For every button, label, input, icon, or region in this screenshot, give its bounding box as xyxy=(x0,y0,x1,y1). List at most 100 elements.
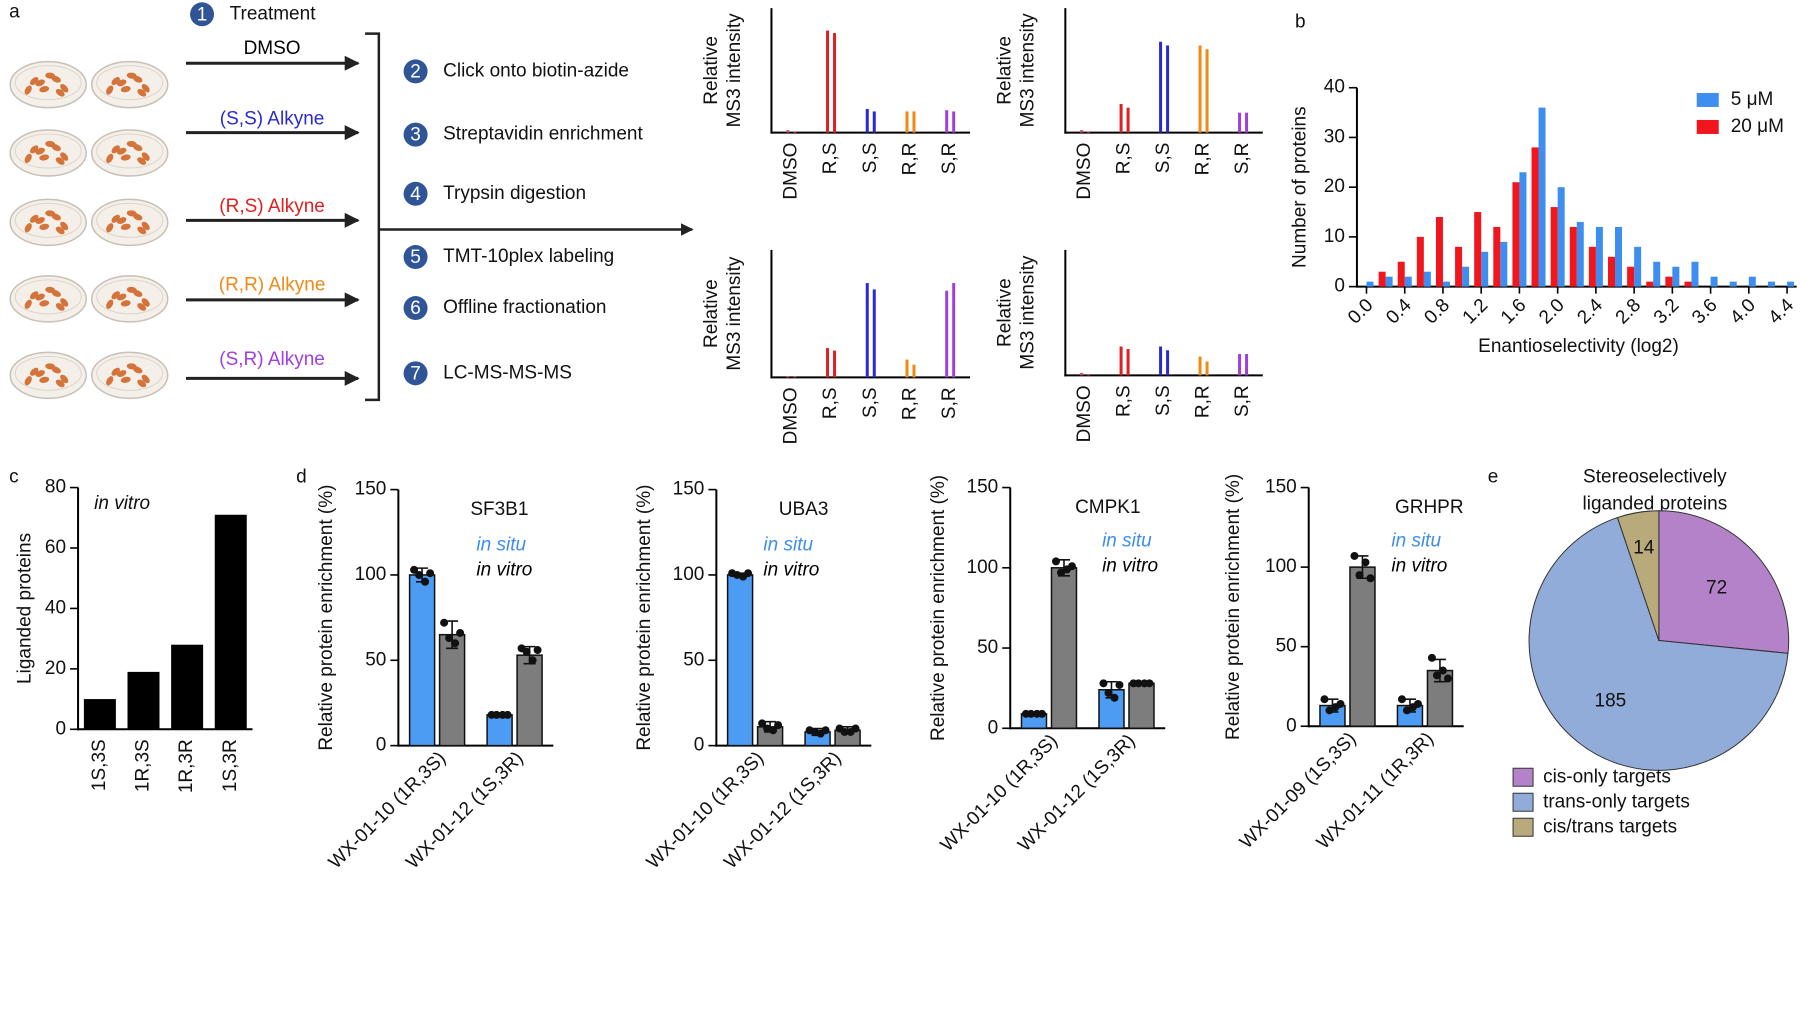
petri-dish-rim xyxy=(96,202,164,238)
cell xyxy=(116,293,127,301)
cell xyxy=(55,157,65,165)
annotation: in vitro xyxy=(94,493,150,514)
cell xyxy=(116,79,127,87)
bar xyxy=(1493,226,1501,287)
petri-dish-rim xyxy=(96,133,164,169)
x-tick-label: 4.4 xyxy=(1765,295,1799,329)
bar xyxy=(1710,276,1718,287)
cell xyxy=(126,140,137,148)
y-axis-label: Liganded proteins xyxy=(14,533,35,684)
y-axis-label: Relative protein enrichment (%) xyxy=(316,485,337,751)
petri-dish xyxy=(90,129,169,177)
step-badge xyxy=(403,296,428,321)
y-tick-label: 0 xyxy=(694,735,705,756)
replicate-point xyxy=(1067,562,1076,571)
cell xyxy=(35,217,45,224)
replicate-point xyxy=(774,721,783,730)
cell xyxy=(120,300,131,307)
x-tick-label: R,R xyxy=(1193,143,1214,176)
cell xyxy=(120,154,131,161)
bar xyxy=(1128,682,1155,730)
y-tick-label: 80 xyxy=(45,477,66,498)
bar xyxy=(912,364,916,378)
x-tick-label: DMSO xyxy=(780,387,801,444)
bar xyxy=(952,111,956,133)
replicate-point xyxy=(1366,574,1375,583)
petri-dish-rim xyxy=(96,65,164,101)
y-tick-label: 150 xyxy=(673,479,705,500)
replicate-point xyxy=(1026,709,1035,718)
bar xyxy=(1595,226,1603,287)
bar xyxy=(905,111,909,133)
y-tick-label: 150 xyxy=(355,479,387,500)
bar xyxy=(1665,276,1673,287)
bar xyxy=(1481,251,1489,287)
x-tick-label: 1R,3S xyxy=(133,739,154,792)
y-tick-label: 50 xyxy=(683,649,704,670)
slice-label: 185 xyxy=(1595,691,1627,712)
bar xyxy=(1238,112,1242,133)
cell xyxy=(39,376,50,383)
cell xyxy=(137,88,147,97)
y-tick-label: 50 xyxy=(1276,636,1297,657)
step-label: Streptavidin enrichment xyxy=(443,124,643,145)
x-tick-label: S,S xyxy=(1153,385,1174,416)
bar xyxy=(1512,182,1520,287)
cell xyxy=(35,79,45,87)
bar xyxy=(1767,281,1775,287)
bar xyxy=(1166,350,1170,376)
bar xyxy=(1378,271,1386,287)
x-tick-label: S,R xyxy=(939,143,960,175)
replicate-point xyxy=(503,710,512,719)
cell xyxy=(24,376,32,386)
replicate-point xyxy=(1110,693,1119,702)
cell xyxy=(39,154,50,161)
x-tick-label: 1R,3R xyxy=(176,739,197,793)
y-tick-label: 150 xyxy=(1265,477,1297,498)
condition-label: (R,R) Alkyne xyxy=(219,275,326,296)
cell xyxy=(60,374,69,384)
cell xyxy=(39,86,50,93)
bar xyxy=(1126,107,1130,133)
bar xyxy=(1435,217,1443,287)
bar xyxy=(1531,147,1539,287)
replicate-point xyxy=(1355,571,1364,580)
x-tick-label: R,R xyxy=(899,387,920,420)
legend-label: 20 μM xyxy=(1731,116,1784,137)
bar xyxy=(786,130,790,133)
petri-dish-rim xyxy=(14,279,82,315)
cell xyxy=(35,147,45,155)
bar xyxy=(912,111,916,133)
replicate-point xyxy=(1336,699,1345,708)
step-badge xyxy=(403,361,428,386)
bar xyxy=(1627,266,1635,287)
replicate-point xyxy=(1350,551,1359,560)
x-tick-label: S,R xyxy=(1232,143,1253,175)
bar xyxy=(1569,226,1577,287)
petri-dish-rim xyxy=(96,279,164,315)
bar xyxy=(1349,566,1376,727)
cell xyxy=(106,85,114,95)
step-label: TMT-10plex labeling xyxy=(443,246,614,267)
x-tick-label: DMSO xyxy=(1074,385,1095,442)
bar xyxy=(1608,256,1616,287)
cell xyxy=(116,370,127,377)
y-axis-label: Relative xyxy=(995,278,1016,347)
bar xyxy=(1615,226,1623,287)
step-badge xyxy=(403,122,428,147)
cell xyxy=(137,303,147,311)
replicate-point xyxy=(528,656,537,665)
petri-dish xyxy=(9,129,87,177)
bar xyxy=(1205,361,1209,376)
x-tick-label: S,R xyxy=(1232,385,1253,417)
bar xyxy=(1423,271,1431,287)
bar xyxy=(1385,276,1393,287)
replicate-point xyxy=(1320,695,1329,704)
bracket xyxy=(365,32,381,402)
replicate-point xyxy=(810,727,819,736)
cell xyxy=(39,300,50,307)
replicate-point xyxy=(410,565,419,574)
bar xyxy=(214,514,247,730)
replicate-point xyxy=(445,634,454,643)
